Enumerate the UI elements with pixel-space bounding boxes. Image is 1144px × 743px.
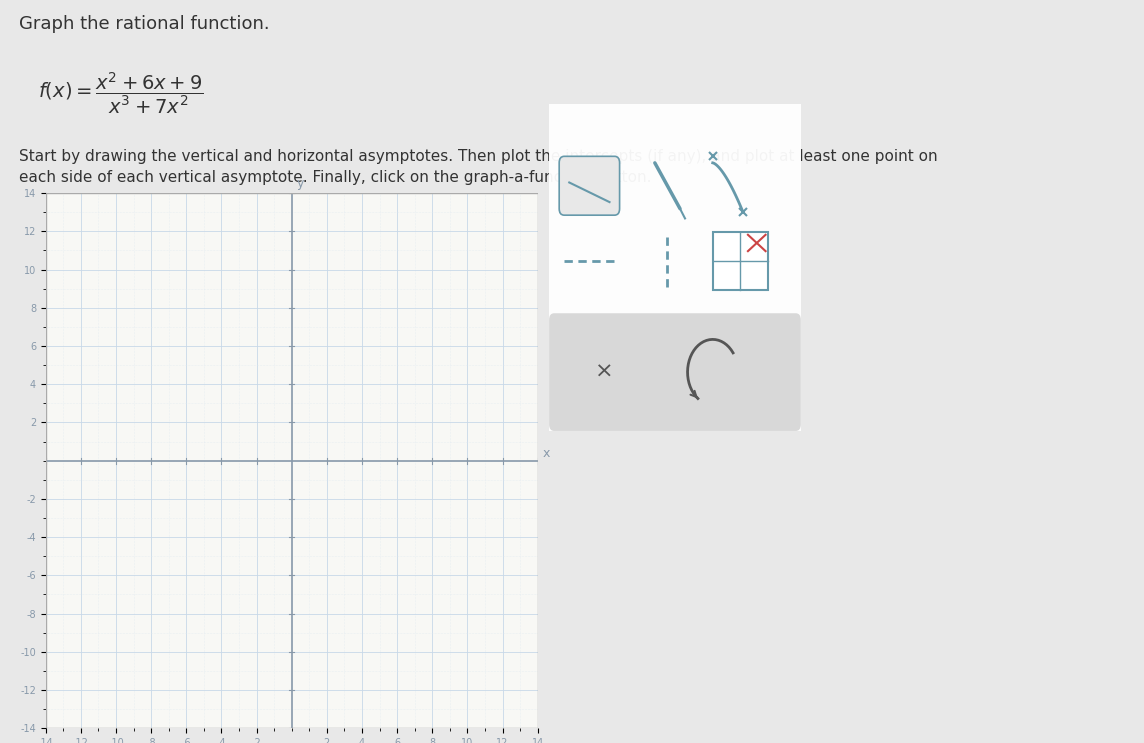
Text: ×: ×: [595, 362, 614, 382]
Text: x: x: [542, 447, 550, 459]
FancyBboxPatch shape: [541, 94, 809, 441]
FancyBboxPatch shape: [559, 156, 620, 215]
Text: Graph the rational function.: Graph the rational function.: [18, 15, 270, 33]
Text: $f(x) = \dfrac{x^2 + 6x + 9}{x^3 + 7x^2}$: $f(x) = \dfrac{x^2 + 6x + 9}{x^3 + 7x^2}…: [38, 71, 204, 116]
FancyBboxPatch shape: [549, 314, 801, 431]
Text: y: y: [296, 177, 304, 190]
FancyBboxPatch shape: [713, 232, 768, 291]
Text: Start by drawing the vertical and horizontal asymptotes. Then plot the intercept: Start by drawing the vertical and horizo…: [18, 149, 937, 184]
